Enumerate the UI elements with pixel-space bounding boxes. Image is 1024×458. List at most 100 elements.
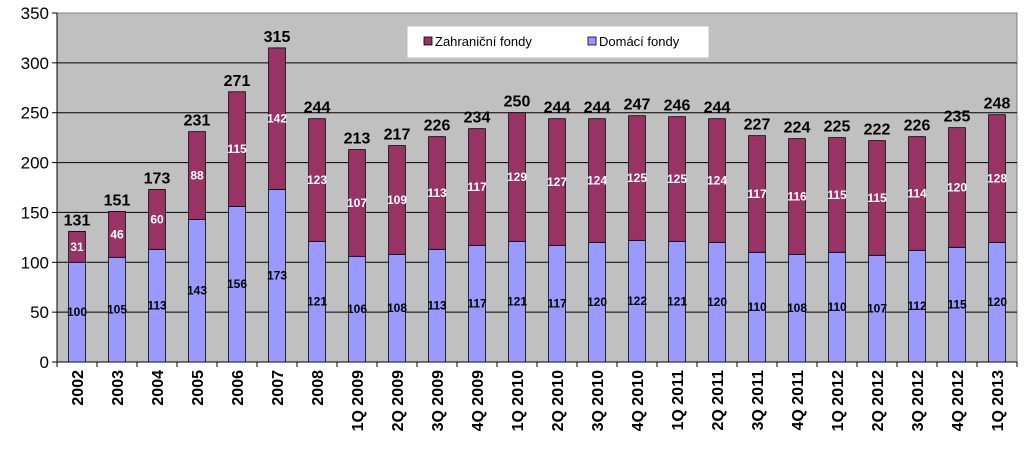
segment-value-label: 113 [147, 299, 167, 313]
bar-segment [428, 136, 446, 250]
segment-value-label: 107 [867, 302, 887, 316]
total-value-label: 231 [184, 113, 211, 130]
bar-segment [508, 112, 526, 242]
segment-value-label: 125 [627, 171, 647, 185]
x-tick-label: 4Q 2011 [790, 370, 807, 431]
bar-segment [68, 230, 86, 263]
total-value-label: 222 [864, 122, 891, 139]
x-tick-label: 1Q 2012 [830, 370, 847, 431]
segment-value-label: 117 [467, 180, 487, 194]
y-tick-label: 0 [40, 353, 49, 372]
segment-value-label: 117 [547, 297, 567, 311]
y-axis-ticks: 0 50 100 150 200 250 300 350 [21, 4, 1017, 372]
total-value-label: 246 [664, 98, 691, 115]
segment-value-label: 124 [707, 174, 727, 188]
x-tick-label: 2Q 2009 [390, 370, 407, 431]
x-tick-label: 2Q 2012 [870, 370, 887, 431]
x-tick-label: 1Q 2011 [670, 370, 687, 431]
bar-segment [188, 131, 206, 220]
x-tick-label: 3Q 2012 [910, 370, 927, 431]
x-tick-label: 2Q 2011 [710, 370, 727, 431]
segment-value-label: 117 [467, 297, 487, 311]
bar-segment [868, 140, 886, 256]
bar-segment [108, 211, 126, 258]
x-axis-ticks: 2002 2003 2004 2005 2006 2007 2008 1Q 2009 2Q 20… [56, 362, 1018, 431]
segment-value-label: 121 [307, 295, 327, 309]
bar-segment [388, 145, 406, 255]
legend-box [407, 26, 709, 58]
x-tick-label: 3Q 2011 [750, 370, 767, 431]
segment-value-label: 120 [947, 181, 967, 195]
bar-segment [908, 136, 926, 251]
legend-swatch [423, 36, 433, 46]
segment-value-label: 60 [150, 212, 164, 226]
segment-value-label: 127 [547, 175, 567, 189]
bar-segment [628, 115, 646, 241]
segment-value-label: 117 [747, 187, 767, 201]
y-tick-label: 350 [21, 4, 49, 23]
total-value-label: 217 [384, 127, 411, 144]
total-value-label: 173 [144, 170, 171, 187]
segment-value-label: 112 [907, 299, 927, 313]
legend-swatch [587, 36, 597, 46]
total-value-label: 248 [984, 96, 1011, 113]
total-value-label: 226 [904, 118, 931, 135]
total-value-label: 227 [744, 117, 771, 134]
segment-value-label: 124 [587, 174, 607, 188]
segment-value-label: 110 [747, 300, 767, 314]
x-tick-label: 4Q 2010 [630, 370, 647, 431]
total-value-label: 244 [544, 100, 571, 117]
segment-value-label: 115 [827, 188, 847, 202]
segment-value-label: 88 [190, 169, 204, 183]
total-value-label: 131 [64, 212, 91, 229]
x-tick-label: 1Q 2009 [350, 370, 367, 431]
segment-value-label: 142 [267, 112, 287, 126]
total-value-label: 235 [944, 109, 971, 126]
segment-value-label: 115 [947, 298, 967, 312]
bar-segment [788, 138, 806, 255]
segment-value-label: 115 [227, 142, 247, 156]
segment-value-label: 114 [907, 186, 927, 200]
y-tick-label: 50 [30, 303, 49, 322]
bar-segment [268, 47, 286, 190]
segment-value-label: 129 [507, 170, 527, 184]
x-tick-label: 4Q 2012 [950, 370, 967, 431]
total-value-label: 244 [304, 100, 331, 117]
bar-segment [948, 127, 966, 248]
segment-value-label: 116 [787, 189, 807, 203]
segment-value-label: 108 [387, 301, 407, 315]
legend-label: Domácí fondy [599, 34, 680, 49]
segment-value-label: 109 [387, 193, 407, 207]
bar-segment [308, 118, 326, 242]
total-value-label: 315 [264, 29, 291, 46]
segment-value-label: 100 [67, 305, 87, 319]
x-tick-label: 2004 [150, 370, 167, 406]
segment-value-label: 105 [107, 303, 127, 317]
x-tick-label: 2002 [70, 370, 87, 406]
segment-value-label: 31 [70, 240, 84, 254]
legend-label: Zahraniční fondy [435, 34, 532, 49]
segment-value-label: 108 [787, 301, 807, 315]
bar-segment [148, 189, 166, 250]
segment-value-label: 46 [110, 227, 124, 241]
y-tick-label: 300 [21, 54, 49, 73]
y-tick-label: 150 [21, 203, 49, 222]
total-value-label: 244 [704, 100, 731, 117]
bar-segment [668, 116, 686, 242]
gridlines [57, 62, 1017, 313]
segment-value-label: 173 [267, 269, 287, 283]
x-tick-label: 2Q 2010 [550, 370, 567, 431]
x-tick-label: 2008 [310, 370, 327, 406]
segment-value-label: 107 [347, 196, 367, 210]
bar-segment [708, 118, 726, 243]
segment-value-label: 156 [227, 277, 247, 291]
bar-segment [588, 118, 606, 243]
segment-value-label: 123 [307, 173, 327, 187]
segment-value-label: 121 [667, 295, 687, 309]
x-tick-label: 2003 [110, 370, 127, 406]
bar-segment [748, 135, 766, 253]
total-value-label: 244 [584, 100, 611, 117]
bars: 100 31 131 105 46 151 113 60 173 143 88 231 156 115 27… [64, 29, 1011, 363]
x-tick-label: 4Q 2009 [470, 370, 487, 431]
legend: Zahraniční fondy Domácí fondy [407, 26, 709, 58]
